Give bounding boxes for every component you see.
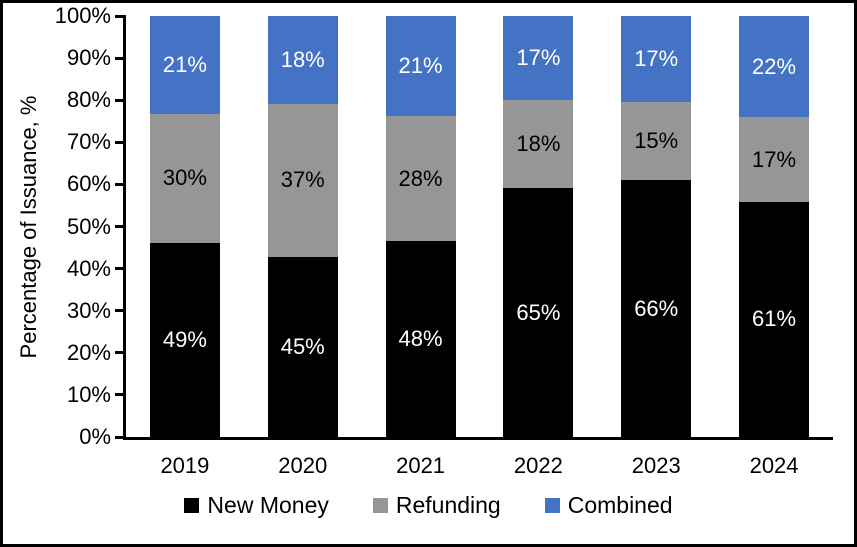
y-axis-tick: [115, 435, 126, 439]
bar-segment: 17%: [503, 16, 574, 101]
x-axis-labels: 2019 2020 2021 2022 2023 2024: [126, 453, 833, 479]
bar-segment: 49%: [149, 242, 220, 437]
y-axis-tick-label: 0%: [79, 424, 111, 449]
bar-segment: 65%: [503, 188, 574, 437]
bar-segment: 18%: [503, 100, 574, 189]
y-axis-tick: [115, 393, 126, 397]
y-axis-tick: [115, 182, 126, 186]
bar-segment: 21%: [385, 16, 456, 117]
bar-category: 45% 37% 18%: [244, 16, 362, 437]
bar-segment: 17%: [621, 16, 692, 102]
bar-category: 61% 17% 22%: [715, 16, 833, 437]
bar-segment: 37%: [267, 103, 338, 257]
y-axis-tick: [115, 98, 126, 102]
legend-swatch-icon: [544, 498, 560, 513]
y-axis-tick: [115, 14, 126, 18]
y-axis-tick: [115, 309, 126, 313]
bar-segment: 48%: [385, 241, 456, 437]
bar-segment: 18%: [267, 16, 338, 104]
stacked-bar: 65% 18% 17%: [503, 16, 574, 437]
x-axis-label: 2024: [749, 453, 799, 478]
stacked-bar: 45% 37% 18%: [267, 16, 338, 437]
y-axis-tick-label: 10%: [66, 381, 111, 407]
bar-category: 66% 15% 17%: [597, 16, 715, 437]
bars-container: 49% 30% 21% 45% 37% 18% 48% 28% 21% 65% 18% 17% 66% 1…: [126, 16, 833, 437]
stacked-bar: 49% 30% 21%: [149, 16, 220, 437]
x-axis-label: 2022: [513, 453, 563, 478]
y-axis-tick-label: 70%: [66, 129, 111, 155]
legend-swatch-icon: [184, 498, 200, 513]
y-axis-tick: [115, 267, 126, 271]
legend-item: New Money: [184, 492, 329, 519]
bar-segment: 21%: [149, 16, 220, 115]
y-axis-tick-label: 30%: [66, 297, 111, 323]
bar-segment: 30%: [149, 114, 220, 243]
y-axis-tick: [115, 56, 126, 60]
legend-label: New Money: [207, 492, 329, 518]
bar-segment: 66%: [621, 180, 692, 437]
legend-item: Refunding: [372, 492, 501, 519]
stacked-bar: 66% 15% 17%: [621, 16, 692, 437]
y-axis-tick-label: 80%: [66, 87, 111, 113]
bar-segment: 45%: [267, 256, 338, 437]
y-axis-tick: [115, 225, 126, 228]
legend-item: Combined: [544, 492, 673, 519]
y-axis-tick-label: 20%: [66, 339, 111, 365]
y-axis-tick-label: 60%: [66, 171, 111, 197]
x-axis-label: 2020: [278, 453, 328, 478]
bar-category: 49% 30% 21%: [126, 16, 244, 437]
stacked-bar: 61% 17% 22%: [739, 16, 810, 437]
bar-category: 48% 28% 21%: [362, 16, 480, 437]
legend: New Money Refunding Combined: [3, 492, 854, 519]
y-axis-tick-label: 100%: [54, 3, 111, 28]
bar-segment: 22%: [739, 16, 810, 118]
legend-swatch-icon: [372, 498, 388, 513]
y-axis-tick-label: 90%: [66, 45, 111, 71]
legend-label: Combined: [567, 492, 673, 518]
y-axis-tick-label: 40%: [66, 255, 111, 281]
y-axis-title: Percentage of Issuance, %: [16, 95, 41, 359]
bar-segment: 15%: [621, 101, 692, 180]
y-axis-tick: [115, 140, 126, 144]
legend-label: Refunding: [395, 492, 501, 518]
y-axis-tick: [115, 351, 126, 355]
plot-area: 49% 30% 21% 45% 37% 18% 48% 28% 21% 65% 18% 17% 66% 1…: [55, 4, 833, 449]
bar-segment: 17%: [739, 117, 810, 202]
x-axis-label: 2023: [631, 453, 681, 478]
bar-segment: 28%: [385, 116, 456, 242]
stacked-bar: 48% 28% 21%: [385, 16, 456, 437]
x-axis-label: 2021: [396, 453, 446, 478]
bar-segment: 61%: [739, 201, 810, 437]
y-axis-tick-label: 50%: [66, 213, 111, 239]
x-axis-label: 2019: [160, 453, 210, 478]
bar-category: 65% 18% 17%: [479, 16, 597, 437]
